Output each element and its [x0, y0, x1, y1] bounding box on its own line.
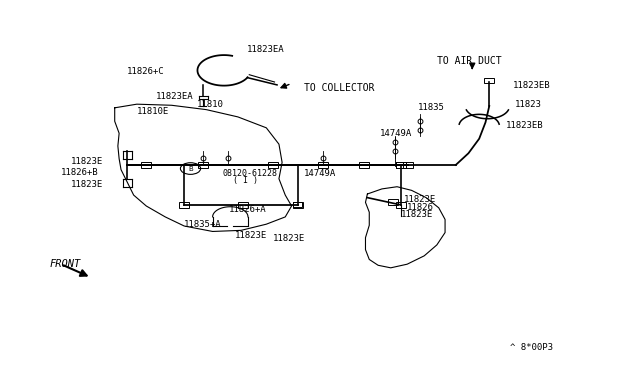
Text: 11823: 11823: [515, 100, 541, 109]
Bar: [198, 162, 208, 168]
Text: 11823EB: 11823EB: [506, 122, 544, 131]
Text: 11823EB: 11823EB: [513, 81, 550, 90]
Text: ( I ): ( I ): [233, 176, 258, 185]
Text: 11823E: 11823E: [235, 231, 267, 240]
Bar: [293, 202, 303, 208]
Text: 11823EA: 11823EA: [156, 92, 193, 102]
Text: 11835+A: 11835+A: [184, 220, 222, 229]
Text: 11835: 11835: [418, 103, 445, 112]
Text: 11810E: 11810E: [137, 107, 169, 116]
Text: 11823E: 11823E: [401, 210, 433, 219]
Bar: [179, 202, 189, 208]
Text: 11826: 11826: [407, 203, 434, 212]
Text: 11826+A: 11826+A: [228, 205, 266, 214]
Text: 14749A: 14749A: [304, 169, 337, 178]
Bar: [141, 162, 151, 168]
Text: TO AIR DUCT: TO AIR DUCT: [437, 55, 502, 65]
Text: 14749A: 14749A: [380, 129, 412, 138]
Bar: [484, 78, 494, 83]
Text: 11826+C: 11826+C: [127, 67, 165, 76]
Text: 08120-61228: 08120-61228: [222, 169, 277, 178]
Text: FRONT: FRONT: [50, 259, 81, 269]
Text: 11823EA: 11823EA: [247, 45, 285, 54]
Text: 11823E: 11823E: [403, 195, 436, 204]
Bar: [396, 162, 406, 168]
Bar: [294, 202, 302, 208]
Bar: [388, 199, 397, 205]
Text: 11826+B: 11826+B: [61, 168, 99, 177]
Bar: [396, 162, 406, 168]
Text: TO COLLECTOR: TO COLLECTOR: [304, 83, 374, 93]
Bar: [268, 162, 278, 168]
Bar: [318, 162, 328, 168]
Text: 11810: 11810: [197, 100, 224, 109]
Bar: [359, 162, 369, 168]
Bar: [403, 162, 413, 168]
Text: 11823E: 11823E: [70, 180, 103, 189]
Text: 11823E: 11823E: [273, 234, 305, 243]
Text: B: B: [188, 166, 193, 171]
Text: 11823E: 11823E: [70, 157, 103, 166]
Bar: [396, 202, 406, 208]
Text: ^ 8*00P3: ^ 8*00P3: [509, 343, 552, 352]
Bar: [238, 202, 248, 208]
